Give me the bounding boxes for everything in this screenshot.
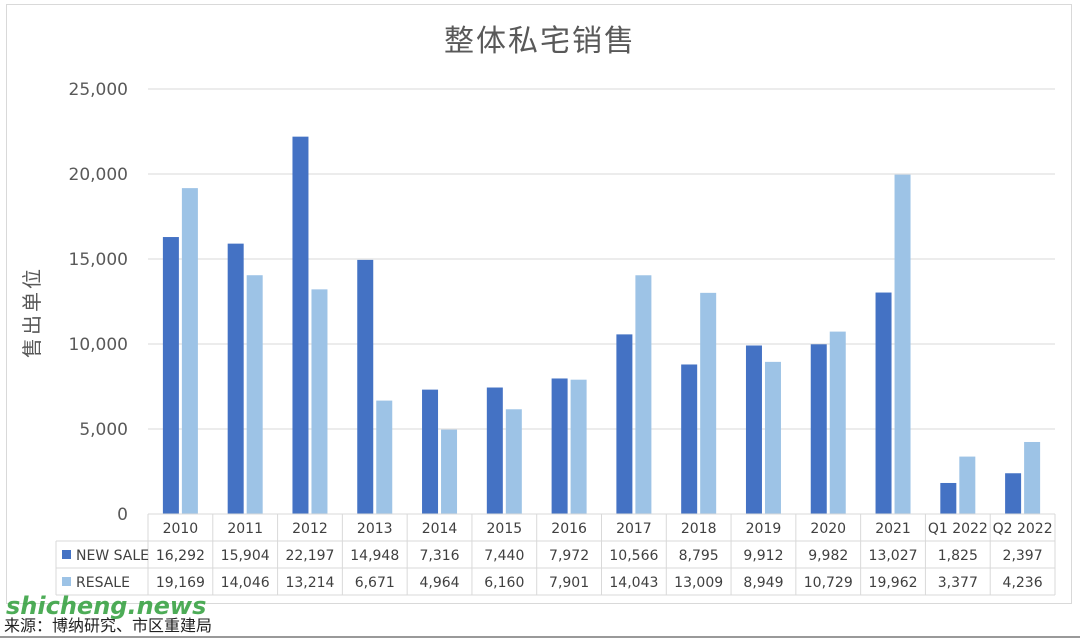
bar-new-sale [745,345,762,514]
data-label: 10,566 [609,548,658,564]
data-label: 13,009 [674,575,723,591]
bar-resale [570,379,587,514]
y-tick-label: 20,000 [69,165,128,185]
bar-resale [959,456,976,514]
data-label: 9,982 [808,548,848,564]
data-label: 16,292 [156,548,205,564]
y-tick-label: 25,000 [69,80,128,100]
x-tick-label: 2014 [422,521,458,537]
data-label: 14,046 [221,575,270,591]
data-label: 3,377 [938,575,978,591]
watermark: shicheng.news [6,592,207,620]
legend-label: RESALE [76,575,130,591]
bar-new-sale [486,387,503,514]
y-tick-label: 10,000 [69,335,128,355]
legend-key [62,577,71,586]
bar-resale [700,292,717,514]
data-label: 9,912 [743,548,783,564]
bottom-rule [0,636,1080,638]
bar-new-sale [292,136,309,514]
x-tick-label: 2017 [616,521,652,537]
bar-new-sale [681,364,698,514]
data-label: 4,964 [419,575,459,591]
data-label: 7,972 [549,548,589,564]
bar-resale [441,429,458,514]
data-label: 2,397 [1003,548,1043,564]
data-label: 7,316 [419,548,459,564]
data-label: 10,729 [804,575,853,591]
data-label: 6,160 [484,575,524,591]
bar-resale [635,275,652,514]
x-tick-label: 2011 [227,521,263,537]
legend-label: NEW SALE [76,548,149,564]
bar-resale [311,289,328,514]
bar-new-sale [940,482,957,514]
x-tick-label: Q2 2022 [993,521,1053,537]
bar-new-sale [551,378,568,514]
x-tick-label: 2016 [551,521,587,537]
data-label: 8,949 [743,575,783,591]
data-label: 19,169 [156,575,205,591]
bar-new-sale [810,344,827,514]
y-tick-label: 0 [117,505,128,525]
x-tick-label: 2021 [875,521,911,537]
x-tick-label: Q1 2022 [928,521,988,537]
data-label: 7,440 [484,548,524,564]
data-label: 6,671 [355,575,395,591]
chart-title: 整体私宅销售 [444,24,636,59]
x-tick-label: 2020 [810,521,846,537]
data-label: 19,962 [869,575,918,591]
y-tick-label: 15,000 [69,250,128,270]
x-tick-label: 2018 [681,521,717,537]
bar-resale [376,400,393,514]
x-tick-label: 2015 [487,521,523,537]
data-label: 4,236 [1003,575,1043,591]
data-label: 14,948 [350,548,399,564]
bar-new-sale [422,389,439,514]
bar-new-sale [357,259,374,514]
bar-new-sale [162,237,179,514]
data-label: 13,027 [869,548,918,564]
data-label: 22,197 [285,548,334,564]
bar-new-sale [227,243,244,514]
bar-new-sale [616,334,633,514]
data-label: 14,043 [609,575,658,591]
legend-key [62,550,71,559]
data-label: 13,214 [285,575,334,591]
bar-resale [894,174,911,514]
bar-new-sale [875,292,892,514]
bar-new-sale [1005,473,1022,514]
data-label: 1,825 [938,548,978,564]
source-note: 来源：博纳研究、市区重建局 [4,616,213,635]
x-tick-label: 2010 [163,521,199,537]
x-tick-label: 2013 [357,521,393,537]
bar-resale [1024,441,1041,514]
x-tick-label: 2012 [292,521,328,537]
bar-resale [181,188,198,514]
y-tick-label: 5,000 [79,420,128,440]
data-label: 15,904 [221,548,270,564]
bar-resale [829,331,846,514]
data-label: 8,795 [679,548,719,564]
bar-resale [246,275,263,514]
bar-resale [764,361,781,514]
data-label: 7,901 [549,575,589,591]
x-tick-label: 2019 [746,521,782,537]
bar-resale [505,409,522,514]
